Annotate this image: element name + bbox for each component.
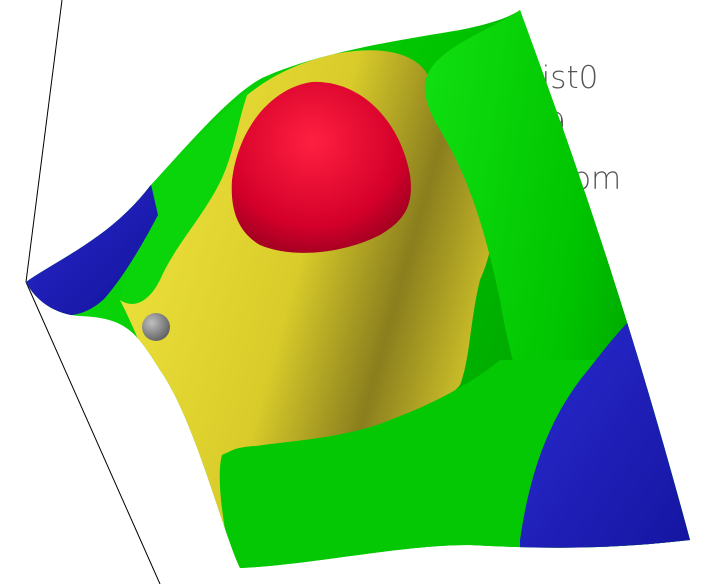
axis-lines [25, 0, 161, 584]
contour-band-green-upper [120, 88, 250, 304]
probe-marker[interactable] [142, 313, 170, 341]
contour-peak-red [231, 81, 411, 253]
